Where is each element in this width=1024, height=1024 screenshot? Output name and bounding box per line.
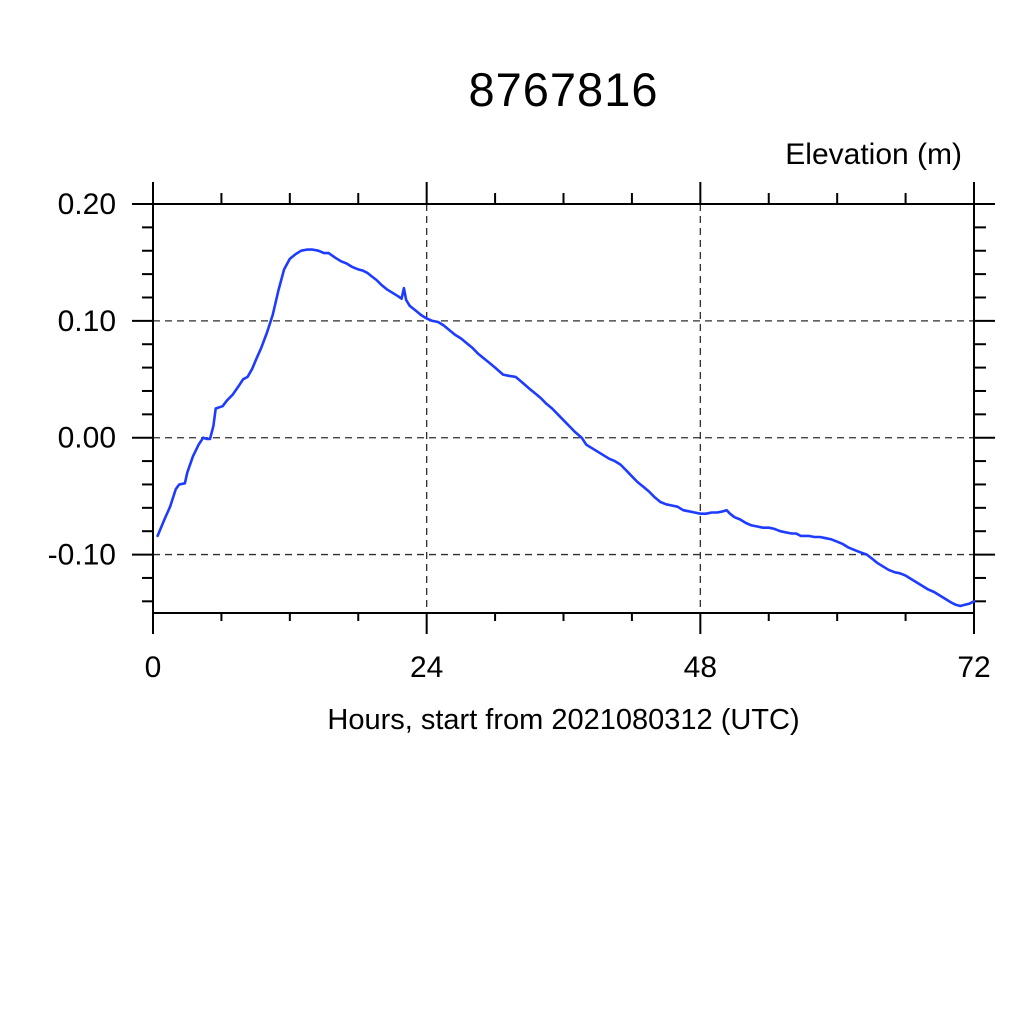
x-tick-label: 24	[410, 651, 443, 684]
elevation-line	[156, 248, 976, 608]
x-tick-label: 48	[684, 651, 717, 684]
x-tick-label: 72	[957, 651, 990, 684]
plot-frame	[152, 203, 975, 614]
y-tick-label: -0.10	[48, 539, 116, 572]
y-tick-label: 0.10	[58, 305, 116, 338]
x-tick-label: 0	[145, 651, 162, 684]
y-axis-title: Elevation (m)	[785, 138, 962, 171]
y-tick-label: 0.00	[58, 422, 116, 455]
x-axis-title: Hours, start from 2021080312 (UTC)	[327, 704, 800, 736]
y-tick-label: 0.20	[58, 188, 116, 221]
chart-title: 8767816	[468, 63, 659, 116]
